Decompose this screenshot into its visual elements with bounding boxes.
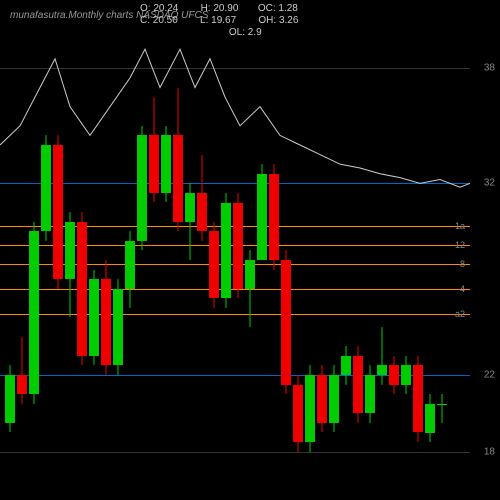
candle[interactable] — [149, 30, 159, 490]
candle[interactable] — [29, 30, 39, 490]
candle-body — [77, 222, 87, 356]
candle[interactable] — [281, 30, 291, 490]
candle[interactable] — [329, 30, 339, 490]
candle-body — [257, 174, 267, 260]
candle[interactable] — [221, 30, 231, 490]
candle[interactable] — [17, 30, 27, 490]
candle[interactable] — [5, 30, 15, 490]
chart-container: munafasutra.Monthly charts NASDAQ UFCS O… — [0, 0, 500, 500]
candle-body — [401, 365, 411, 384]
candle[interactable] — [101, 30, 111, 490]
candle-body — [29, 231, 39, 394]
candle[interactable] — [269, 30, 279, 490]
candle[interactable] — [137, 30, 147, 490]
candle[interactable] — [89, 30, 99, 490]
candle[interactable] — [413, 30, 423, 490]
candle-body — [317, 375, 327, 423]
candle-body — [437, 404, 447, 405]
candle[interactable] — [245, 30, 255, 490]
level-label: 8 — [460, 259, 465, 269]
candle-body — [185, 193, 195, 222]
candle[interactable] — [341, 30, 351, 490]
chart-plot-area[interactable] — [0, 30, 470, 490]
price-label: 32 — [484, 178, 495, 189]
candle[interactable] — [365, 30, 375, 490]
candle-body — [293, 385, 303, 443]
level-label: 12 — [455, 240, 465, 250]
price-label: 38 — [484, 63, 495, 74]
price-label: 22 — [484, 370, 495, 381]
candle-body — [53, 145, 63, 279]
candle-body — [233, 203, 243, 289]
candle-body — [161, 135, 171, 193]
candle[interactable] — [185, 30, 195, 490]
candle-body — [341, 356, 351, 375]
ohlc-line-1: O: 20.24 H: 20.90 OC: 1.28 — [140, 3, 298, 15]
candle[interactable] — [113, 30, 123, 490]
candle[interactable] — [53, 30, 63, 490]
candle-body — [329, 375, 339, 423]
candle-wick — [382, 327, 383, 385]
candle[interactable] — [233, 30, 243, 490]
candle[interactable] — [65, 30, 75, 490]
level-label: 1a — [455, 221, 465, 231]
candle-body — [5, 375, 15, 423]
candle[interactable] — [197, 30, 207, 490]
candle[interactable] — [377, 30, 387, 490]
candle-body — [17, 375, 27, 394]
candle[interactable] — [437, 30, 447, 490]
candle[interactable] — [257, 30, 267, 490]
chart-header: munafasutra.Monthly charts NASDAQ UFCS O… — [0, 0, 500, 30]
candle[interactable] — [425, 30, 435, 490]
candle[interactable] — [389, 30, 399, 490]
candle-body — [245, 260, 255, 289]
candle[interactable] — [317, 30, 327, 490]
candle-body — [137, 135, 147, 240]
price-label: 18 — [484, 446, 495, 457]
candle-body — [149, 135, 159, 193]
level-label: 4 — [460, 284, 465, 294]
candle-body — [269, 174, 279, 260]
candle-body — [305, 375, 315, 442]
candle-body — [125, 241, 135, 289]
candle[interactable] — [41, 30, 51, 490]
candle[interactable] — [293, 30, 303, 490]
candle-body — [173, 135, 183, 221]
candle-body — [425, 404, 435, 433]
candle[interactable] — [353, 30, 363, 490]
candle[interactable] — [173, 30, 183, 490]
level-label: a2 — [455, 309, 465, 319]
candle-wick — [442, 394, 443, 423]
candle-body — [281, 260, 291, 385]
candle-body — [377, 365, 387, 375]
candle[interactable] — [77, 30, 87, 490]
candle-body — [389, 365, 399, 384]
candle[interactable] — [161, 30, 171, 490]
candle-body — [113, 289, 123, 366]
candle[interactable] — [209, 30, 219, 490]
ohlc-line-2: C: 20.50 L: 19.67 OH: 3.26 — [140, 15, 298, 27]
price-axis: 38 32 22 18 — [470, 30, 500, 490]
candle-body — [221, 203, 231, 299]
candle[interactable] — [125, 30, 135, 490]
candle-body — [101, 279, 111, 365]
candle[interactable] — [401, 30, 411, 490]
candle-body — [353, 356, 363, 414]
candle-body — [65, 222, 75, 280]
candle-body — [41, 145, 51, 231]
candle[interactable] — [305, 30, 315, 490]
candle-body — [209, 231, 219, 298]
candle-body — [413, 365, 423, 432]
candle-body — [197, 193, 207, 231]
candle-body — [365, 375, 375, 413]
candle-body — [89, 279, 99, 356]
